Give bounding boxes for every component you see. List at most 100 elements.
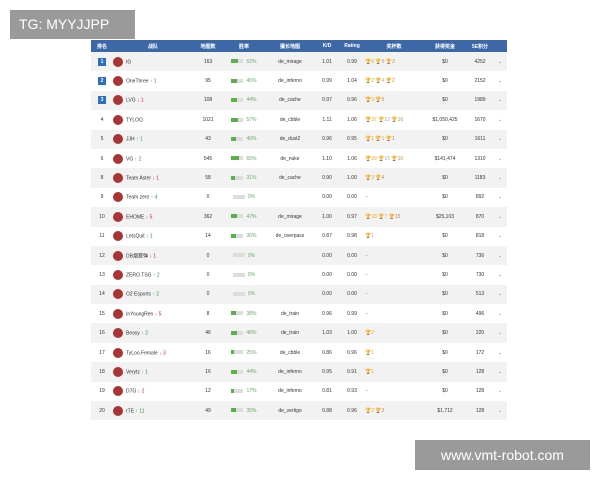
team-name[interactable]: OneThree	[126, 78, 149, 85]
table-row[interactable]: 6 VG ↑ 2 545 65% de_nuke 1.10 1.06 🏆29 🏆…	[91, 149, 507, 168]
expand-chevron-icon[interactable]: ⌄	[497, 155, 503, 162]
team-name[interactable]: Beasy	[126, 330, 140, 337]
rating: 0.95	[339, 129, 365, 149]
team-name[interactable]: DB烟雾弹	[126, 252, 148, 259]
table-row[interactable]: 17 TyLoo.Female ↓ 3 16 25% de_cbble 0.86…	[91, 343, 507, 362]
column-header[interactable]	[493, 40, 507, 52]
rank: 11	[99, 233, 105, 240]
expand-chevron-icon[interactable]: ⌄	[497, 116, 503, 123]
win-rate: 44%	[246, 97, 257, 104]
kd: 1.01	[315, 52, 339, 72]
trophy-icon: 🏆	[365, 97, 372, 104]
column-header[interactable]: 获得奖金	[423, 40, 467, 52]
expand-chevron-icon[interactable]: ⌄	[493, 90, 507, 111]
win-rate: 31%	[246, 175, 257, 182]
rank-change-up: ↑ 1	[134, 136, 143, 143]
team-name[interactable]: Verytz	[126, 369, 140, 376]
rating: 0.99	[339, 52, 365, 72]
expand-chevron-icon[interactable]: ⌄	[497, 349, 503, 356]
kd: 1.11	[322, 116, 332, 123]
column-header[interactable]: K/D	[315, 40, 339, 52]
kd: 1.10	[322, 155, 332, 162]
table-row[interactable]: 12 DB烟雾弹 ↓ 1 0 0% 0.00 0.00 -- $0 736 ⌄	[91, 245, 507, 266]
column-header[interactable]: 奖杯数	[365, 40, 423, 52]
team-name[interactable]: rTE	[126, 408, 135, 415]
expand-chevron-icon[interactable]: ⌄	[497, 310, 503, 317]
table-row[interactable]: 16 Beasy ↑ 2 46 48% de_train 1.03 1.00 🏆…	[91, 323, 507, 343]
rating: 1.04	[347, 78, 357, 85]
team-name[interactable]: IG	[126, 59, 132, 66]
team-name[interactable]: LVG	[126, 97, 136, 104]
column-header[interactable]: 5E积分	[467, 40, 493, 52]
team-name[interactable]: TYLOO	[126, 117, 143, 124]
table-row[interactable]: 3 LVG ↓ 1 108 44% de_cache 0.97 0.96 🏆3 …	[91, 90, 507, 111]
table-row[interactable]: 9 Team zero ↑ 4 0 0% 0.00 0.00 -- $0 892…	[91, 188, 507, 207]
table-row[interactable]: 18 Verytz ↑ 1 16 44% de_inferno 0.95 0.9…	[91, 362, 507, 382]
team-name[interactable]: LetsQuit	[126, 233, 145, 240]
map-count: 362	[193, 207, 223, 227]
team-name[interactable]: InYoungRen	[126, 311, 154, 318]
trophy-count: 2	[371, 330, 375, 337]
table-row[interactable]: 10 EHOME ↓ 5 362 47% de_mirage 1.00 0.97…	[91, 207, 507, 227]
win-rate: 48%	[246, 330, 257, 337]
column-header[interactable]: Rating	[339, 40, 365, 52]
trophy-count: 7	[384, 213, 388, 220]
expand-chevron-icon[interactable]: ⌄	[493, 207, 507, 227]
rank-change-down: ↓ 2	[136, 388, 145, 395]
table-row[interactable]: 15 InYoungRen ↓ 5 8 38% de_train 0.96 0.…	[91, 304, 507, 323]
column-header[interactable]: 地图数	[193, 40, 223, 52]
team-name[interactable]: VG	[126, 155, 134, 162]
table-row[interactable]: 2 OneThree ↑ 1 95 45% de_inferno 0.99 1.…	[91, 71, 507, 90]
expand-chevron-icon[interactable]: ⌄	[493, 284, 507, 305]
column-header[interactable]: 擅长地图	[265, 40, 315, 52]
table-row[interactable]: 13 ZERO.TSG ↑ 2 0 0% 0.00 0.00 -- $0 730…	[91, 265, 507, 284]
trophy-icon: 🏆	[385, 136, 393, 143]
table-row[interactable]: 14 O2 Esports ↑ 2 0 0% 0.00 0.00 -- $0 5…	[91, 284, 507, 305]
team-logo	[113, 134, 123, 145]
points: 172	[475, 349, 485, 356]
team-name[interactable]: EHOME	[126, 214, 145, 221]
expand-chevron-icon[interactable]: ⌄	[493, 129, 507, 149]
rank: 15	[99, 310, 105, 317]
expand-chevron-icon[interactable]: ⌄	[497, 388, 503, 395]
table-row[interactable]: 1 IG 163 52% de_mirage 1.01 0.99 🏆6 🏆8 🏆…	[91, 52, 507, 72]
team-name[interactable]: Team Aster	[126, 175, 152, 182]
table-row[interactable]: 8 Team Aster ↓ 1 58 31% de_cache 0.90 1.…	[91, 168, 507, 188]
rating: 1.00	[339, 323, 365, 343]
expand-chevron-icon[interactable]: ⌄	[497, 78, 503, 85]
best-map: de_inferno	[278, 78, 302, 85]
table-row[interactable]: 11 LetsQuit ↑ 1 14 36% de_overpass 0.87 …	[91, 227, 507, 246]
rank-change-up: ↑ 11	[134, 408, 145, 415]
win-rate-bar	[231, 214, 244, 219]
team-name[interactable]: JJH	[126, 136, 135, 143]
column-header[interactable]: 胜率	[223, 40, 265, 52]
team-name[interactable]: Team zero	[126, 194, 150, 201]
team-name[interactable]: ZERO.TSG	[126, 272, 152, 279]
expand-chevron-icon[interactable]: ⌄	[497, 194, 503, 201]
table-row[interactable]: 20 rTE ↑ 11 49 35% de_vertigo 0.88 0.96 …	[91, 401, 507, 421]
expand-chevron-icon[interactable]: ⌄	[493, 52, 507, 72]
no-trophies: --	[365, 291, 369, 298]
win-rate: 40%	[246, 136, 257, 143]
team-name[interactable]: O2 Esports	[126, 291, 152, 298]
table-row[interactable]: 5 JJH ↑ 1 43 40% de_dust2 0.96 0.95 🏆1 🏆…	[91, 129, 507, 149]
table-row[interactable]: 19 D7G ↓ 2 12 17% de_inferno 0.81 0.93 -…	[91, 382, 507, 401]
trophy-count: 4	[381, 175, 385, 182]
table-row[interactable]: 4 TYLOO 1021 57% de_cbble 1.11 1.06 🏆37 …	[91, 110, 507, 129]
trophy-count: 1	[381, 136, 385, 143]
expand-chevron-icon[interactable]: ⌄	[497, 271, 503, 278]
rating: 0.99	[347, 310, 357, 317]
column-header[interactable]: 排名	[91, 40, 113, 52]
expand-chevron-icon[interactable]: ⌄	[493, 362, 507, 382]
expand-chevron-icon[interactable]: ⌄	[493, 323, 507, 343]
expand-chevron-icon[interactable]: ⌄	[493, 245, 507, 266]
prize: $141,474	[434, 155, 456, 162]
expand-chevron-icon[interactable]: ⌄	[493, 401, 507, 421]
team-name[interactable]: D7G	[126, 388, 137, 395]
win-rate: 0%	[247, 194, 256, 201]
expand-chevron-icon[interactable]: ⌄	[497, 233, 503, 240]
team-name[interactable]: TyLoo.Female	[126, 349, 158, 356]
win-rate: 65%	[246, 155, 257, 162]
expand-chevron-icon[interactable]: ⌄	[493, 168, 507, 188]
column-header[interactable]: 战队	[113, 40, 193, 52]
